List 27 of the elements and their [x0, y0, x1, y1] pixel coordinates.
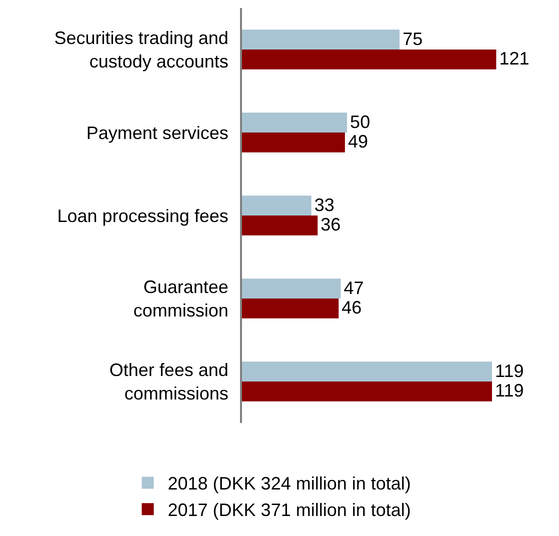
legend-label: 2018 (DKK 324 million in total) — [168, 474, 411, 494]
y-tick-label: Guarantee commission — [133, 277, 228, 320]
y-tick-label: Payment services — [86, 122, 228, 143]
bar — [242, 50, 496, 70]
data-label: 50 — [350, 112, 370, 132]
y-tick-label: Loan processing fees — [57, 206, 228, 226]
legend-label: 2017 (DKK 371 million in total) — [168, 500, 411, 520]
bar — [242, 362, 492, 382]
data-label: 75 — [402, 28, 423, 49]
data-label: 46 — [342, 298, 362, 318]
data-label: 119 — [495, 380, 524, 401]
bar — [242, 382, 492, 402]
data-label: 119 — [495, 360, 524, 381]
data-label: 36 — [320, 214, 341, 235]
y-tick-label: Other fees and commissions — [109, 360, 228, 404]
bar — [242, 112, 348, 132]
bar — [242, 196, 312, 216]
data-label: 33 — [314, 194, 334, 215]
data-label: 121 — [499, 48, 530, 69]
bar — [242, 30, 400, 50]
data-label: 49 — [348, 132, 368, 152]
bar — [242, 278, 341, 298]
bar — [242, 132, 345, 152]
bar — [242, 298, 339, 318]
bar — [242, 216, 318, 236]
y-tick-label: Securities trading and custody accounts — [54, 28, 228, 72]
data-label: 47 — [344, 278, 364, 298]
